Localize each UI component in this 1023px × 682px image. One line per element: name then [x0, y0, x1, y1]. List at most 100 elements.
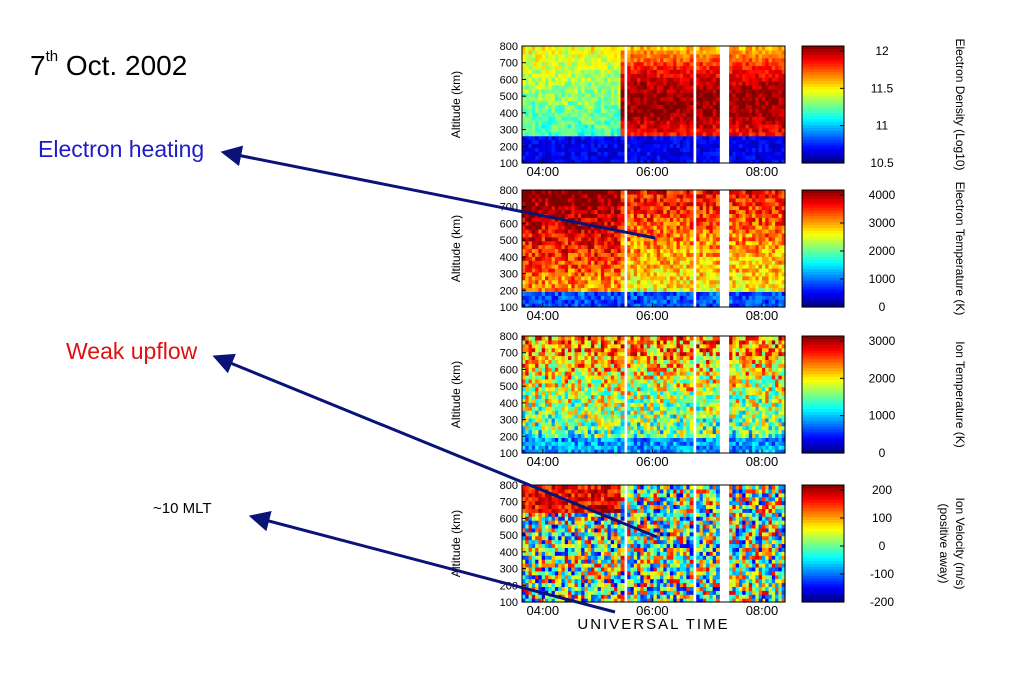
heatmap-cell	[735, 221, 740, 226]
heatmap-cell	[633, 190, 638, 195]
heatmap-cell	[551, 147, 556, 152]
colorbar-step	[802, 274, 844, 279]
heatmap-cell	[778, 268, 783, 273]
heatmap-cell	[548, 244, 553, 250]
heatmap-cell	[528, 49, 533, 55]
heatmap-cell	[591, 135, 595, 141]
heatmap-cell	[715, 46, 720, 51]
heatmap-cell	[732, 135, 737, 141]
colorbar-step	[802, 192, 844, 197]
heatmap-cell	[732, 303, 737, 308]
heatmap-cell	[771, 268, 776, 273]
heatmap-cell	[702, 81, 707, 86]
heatmap-cell	[591, 287, 595, 292]
heatmap-cell	[752, 197, 757, 203]
heatmap-cell	[531, 143, 536, 148]
heatmap-cell	[742, 104, 747, 109]
heatmap-cell	[709, 108, 714, 113]
heatmap-cell	[656, 201, 661, 207]
heatmap-cell	[656, 256, 661, 261]
heatmap-cell	[709, 53, 714, 59]
heatmap-cell	[627, 92, 632, 98]
heatmap-cell	[735, 299, 740, 304]
heatmap-cell	[607, 291, 612, 296]
heatmap-cell	[781, 252, 786, 257]
heatmap-cell	[650, 201, 655, 207]
heatmap-cell	[745, 127, 750, 133]
heatmap-cell	[656, 221, 661, 226]
heatmap-cell	[627, 252, 632, 257]
heatmap-cell	[535, 336, 540, 341]
heatmap-cell	[768, 155, 773, 160]
heatmap-cell	[758, 291, 763, 296]
heatmap-cell	[545, 445, 549, 450]
heatmap-cell	[752, 190, 757, 195]
heatmap-cell	[660, 147, 664, 152]
heatmap-cell	[735, 116, 740, 121]
heatmap-cell	[732, 143, 737, 148]
heatmap-cell	[522, 104, 526, 109]
heatmap-cell	[587, 92, 592, 98]
heatmap-cell	[775, 275, 780, 281]
heatmap-cell	[535, 100, 540, 106]
heatmap-cell	[663, 49, 668, 55]
heatmap-cell	[758, 143, 763, 148]
heatmap-cell	[525, 390, 530, 396]
heatmap-cell	[650, 268, 655, 273]
heatmap-cell	[577, 127, 582, 133]
heatmap-cell	[577, 260, 582, 265]
heatmap-cell	[564, 244, 569, 250]
heatmap-cell	[755, 232, 760, 238]
heatmap-cell	[748, 147, 753, 152]
heatmap-cell	[541, 378, 546, 384]
heatmap-cell	[554, 260, 559, 265]
heatmap-cell	[564, 213, 569, 218]
heatmap-cell	[551, 88, 556, 94]
heatmap-cell	[528, 127, 533, 133]
heatmap-cell	[561, 190, 566, 195]
heatmap-cell	[775, 159, 780, 164]
heatmap-cell	[735, 236, 740, 242]
heatmap-cell	[541, 433, 546, 438]
heatmap-cell	[531, 414, 536, 419]
heatmap-cell	[715, 92, 720, 98]
heatmap-cell	[702, 139, 707, 145]
heatmap-cell	[577, 69, 582, 74]
heatmap-cell	[778, 248, 783, 253]
heatmap-cell	[781, 120, 786, 125]
heatmap-cell	[656, 49, 661, 55]
heatmap-cell	[775, 135, 780, 141]
heatmap-cell	[538, 256, 543, 261]
heatmap-cell	[548, 209, 553, 214]
heatmap-cell	[584, 57, 589, 63]
heatmap-cell	[656, 190, 661, 195]
heatmap-cell	[679, 53, 684, 59]
heatmap-cell	[676, 256, 681, 261]
heatmap-cell	[551, 205, 556, 211]
heatmap-cell	[761, 295, 766, 300]
heatmap-cell	[666, 69, 671, 74]
heatmap-cell	[614, 264, 618, 269]
heatmap-cell	[748, 135, 753, 141]
heatmap-cell	[577, 197, 582, 203]
heatmap-cell	[541, 425, 546, 431]
heatmap-cell	[765, 49, 770, 55]
heatmap-cell	[591, 88, 595, 94]
heatmap-cell	[673, 151, 678, 156]
heatmap-cell	[768, 65, 773, 70]
heatmap-cell	[679, 159, 684, 164]
heatmap-cell	[531, 437, 536, 442]
heatmap-cell	[673, 240, 678, 246]
heatmap-cell	[758, 69, 763, 74]
heatmap-cell	[607, 46, 612, 51]
heatmap-cell	[531, 209, 536, 214]
heatmap-cell	[528, 351, 533, 357]
heatmap-cell	[620, 197, 625, 203]
heatmap-cell	[768, 81, 773, 86]
heatmap-cell	[577, 209, 582, 214]
heatmap-cell	[640, 299, 645, 304]
heatmap-cell	[554, 437, 559, 442]
heatmap-cell	[551, 351, 556, 357]
heatmap-cell	[761, 193, 766, 199]
heatmap-cell	[781, 303, 786, 308]
